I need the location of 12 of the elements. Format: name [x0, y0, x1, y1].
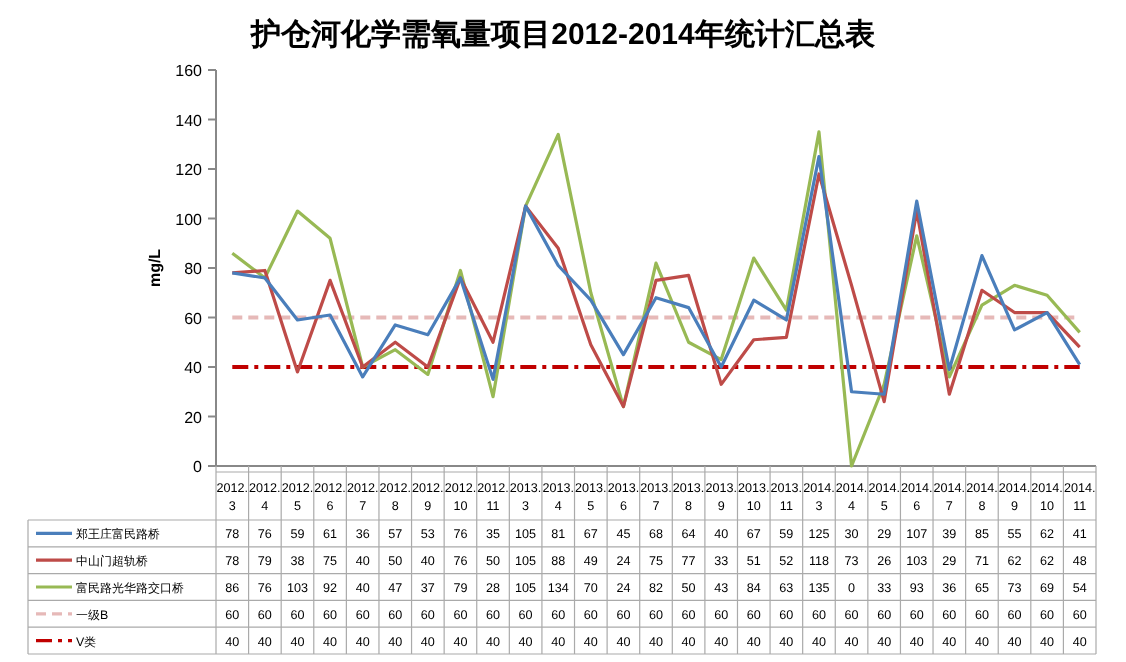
y-tick-label: 100 — [175, 210, 204, 229]
y-tick-label: 40 — [184, 359, 204, 377]
y-tick-label: 160 — [175, 62, 204, 80]
chart-title: 护仓河化学需氧量项目2012-2014年统计汇总表 — [249, 16, 877, 52]
y-tick-label: 120 — [175, 161, 204, 179]
y-tick-label: 80 — [184, 260, 204, 278]
y-tick-label: 60 — [184, 309, 204, 328]
line-series — [230, 130, 1082, 468]
y-axis-title: mg/L — [146, 248, 164, 288]
y-tick-label: 140 — [175, 111, 204, 130]
y-tick-label: 0 — [193, 458, 204, 476]
y-tick-label: 20 — [184, 408, 204, 427]
